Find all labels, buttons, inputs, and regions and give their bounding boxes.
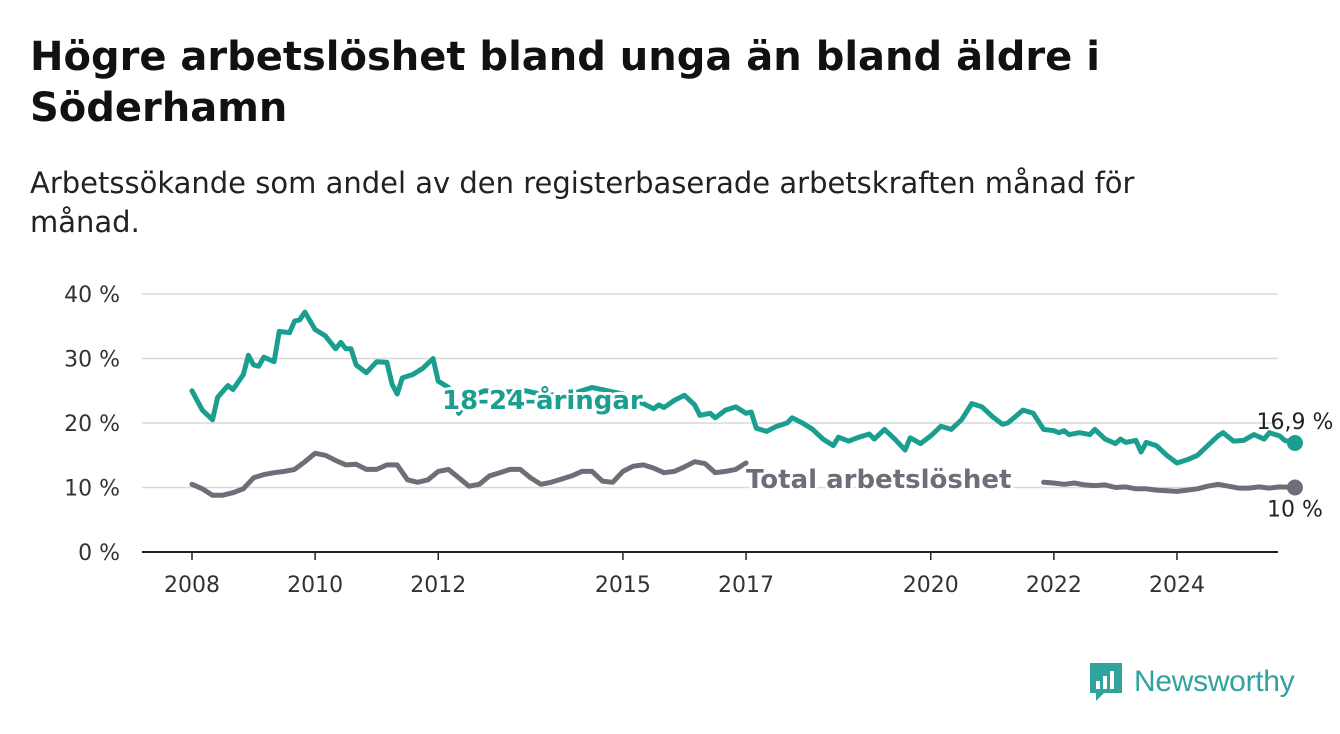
end-point-total: [1286, 479, 1303, 496]
chart-subtitle: Arbetssökande som andel av den registerb…: [30, 166, 1135, 239]
brand-name: Newsworthy: [1134, 665, 1295, 698]
x-tick-label: 2022: [1026, 573, 1082, 598]
x-tick-label: 2024: [1149, 573, 1205, 598]
chart-title: Högre arbetslöshet bland unga än bland ä…: [30, 34, 1100, 131]
end-point-18-24: [1286, 434, 1303, 451]
y-tick-label: 40 %: [64, 283, 120, 308]
line-chart: 0 % 10 % 20 % 30 % 40 % 2008 2010 2012 2015 2017 2…: [64, 283, 1334, 598]
y-tick-label: 0 %: [78, 541, 120, 566]
x-tick-label: 2010: [287, 573, 343, 598]
series-label-total: Total arbetslöshet: [746, 465, 1011, 495]
x-tick-label: 2012: [410, 573, 466, 598]
series-line-total: [1041, 479, 1298, 494]
y-tick-label: 10 %: [64, 477, 120, 502]
y-tick-label: 30 %: [64, 348, 120, 373]
x-tick-label: 2015: [595, 573, 651, 598]
y-tick-label: 20 %: [64, 412, 120, 437]
brand-logo: Newsworthy: [1088, 660, 1295, 704]
x-tick-label: 2008: [164, 573, 220, 598]
newsworthy-logo-icon: [1090, 663, 1122, 701]
series-label-18-24: 18-24-åringar: [442, 384, 643, 416]
end-value-label-18-24: 16,9 %: [1257, 410, 1334, 435]
x-tick-label: 2020: [903, 573, 959, 598]
series-line-18-24: [189, 309, 1298, 466]
x-tick-label: 2017: [718, 573, 774, 598]
end-value-label-total: 10 %: [1267, 498, 1323, 523]
series-line-total: [189, 450, 749, 498]
